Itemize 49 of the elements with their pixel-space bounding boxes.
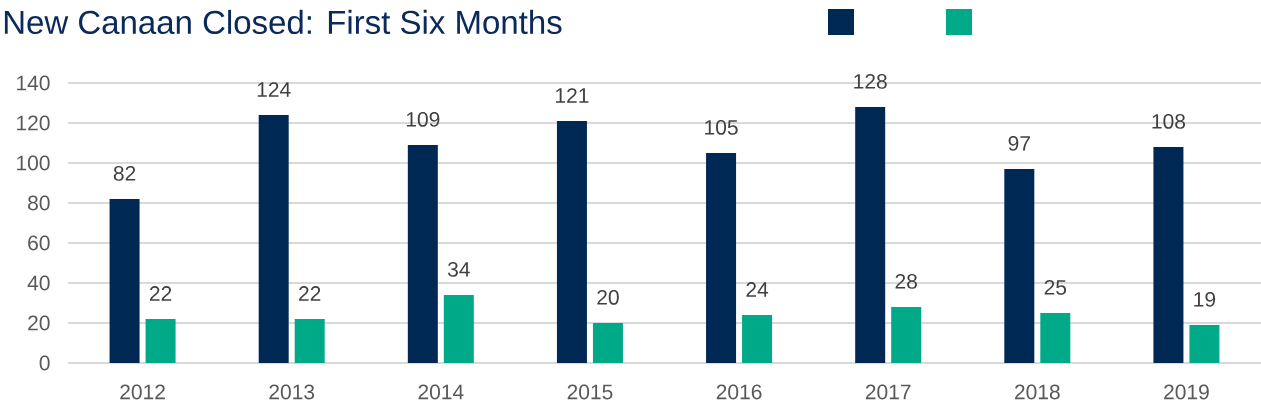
bar (294, 318, 325, 363)
data-label: 25 (1044, 279, 1067, 295)
data-label: 109 (406, 111, 440, 127)
x-tick-label: 2014 (418, 384, 464, 400)
bar (1189, 324, 1220, 363)
data-label: 97 (1008, 135, 1030, 151)
bar (145, 318, 176, 363)
data-label: 128 (854, 73, 887, 89)
data-label: 108 (1152, 113, 1186, 129)
y-tick-label: 80 (28, 195, 50, 211)
x-tick-label: 2013 (269, 384, 315, 400)
data-label: 20 (597, 289, 619, 305)
bar (706, 152, 737, 363)
y-tick-label: 140 (17, 75, 50, 91)
y-tick-label: 0 (39, 355, 50, 371)
data-label: 28 (895, 273, 917, 289)
data-label: 121 (556, 88, 589, 103)
x-tick-label: 2019 (1164, 384, 1209, 400)
x-tick-label: 2012 (120, 384, 165, 400)
x-tick-label: 2015 (567, 384, 613, 400)
data-label: 82 (113, 165, 136, 181)
bar (556, 120, 587, 363)
y-tick-label: 60 (28, 235, 50, 251)
bar (855, 106, 886, 363)
y-tick-label: 100 (17, 155, 50, 171)
bar (742, 314, 773, 363)
bar (891, 306, 922, 363)
y-tick-label: 120 (17, 115, 50, 131)
bar (1153, 146, 1184, 363)
bar (109, 198, 140, 363)
bar (407, 144, 438, 363)
bar (443, 294, 474, 363)
x-tick-label: 2016 (716, 384, 762, 400)
y-tick-label: 40 (27, 275, 50, 291)
bar (1040, 312, 1071, 363)
data-label: 124 (257, 82, 291, 97)
bar (258, 114, 289, 363)
x-tick-label: 2017 (865, 384, 911, 400)
y-tick-label: 20 (28, 315, 50, 331)
bar (592, 322, 623, 363)
data-label: 24 (746, 282, 769, 297)
data-label: 22 (149, 286, 172, 301)
data-label: 105 (705, 119, 738, 135)
data-label: 34 (447, 261, 470, 277)
data-label: 19 (1194, 291, 1216, 307)
bar (1004, 168, 1035, 363)
chart-title: New Canaan Closed: First Six Months (4, 9, 562, 35)
data-label: 22 (299, 286, 321, 301)
x-tick-label: 2018 (1015, 384, 1060, 400)
